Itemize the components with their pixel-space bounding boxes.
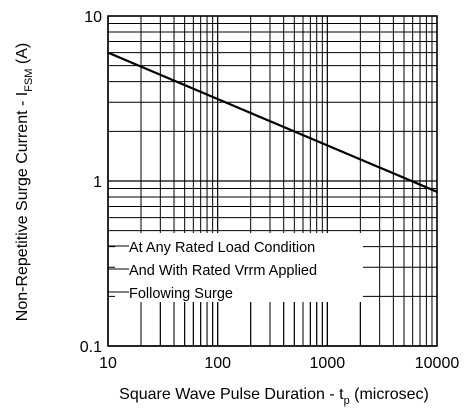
x-tick-label: 1000 — [310, 355, 346, 372]
x-tick-label: 100 — [204, 355, 231, 372]
y-tick-label: 10 — [84, 9, 102, 26]
series-line — [107, 51, 438, 193]
annotation-leader-lines — [108, 245, 361, 346]
y-axis-label-main: Non-Repetitive Surge Current - I — [14, 92, 31, 321]
annotation-box — [115, 233, 363, 302]
y-axis-label-unit: (A) — [14, 43, 31, 69]
y-axis-label: Non-Repetitive Surge Current - IFSM (A) — [14, 43, 35, 321]
x-axis-label-subscript: p — [344, 395, 350, 407]
y-axis-label-subscript: FSM — [23, 69, 35, 92]
x-tick-labels: 10 100 1000 10000 — [99, 355, 459, 372]
annotation-line-3: Following Surge — [129, 286, 233, 302]
x-tick-label: 10 — [99, 355, 117, 372]
x-axis-label-unit: (microsec) — [350, 386, 429, 403]
y-tick-label: 1 — [93, 174, 102, 191]
x-tick-label: 10000 — [415, 355, 460, 372]
y-tick-label: 0.1 — [80, 339, 102, 356]
annotation-line-2: And With Rated Vrrm Applied — [129, 263, 317, 279]
plot-frame — [107, 15, 438, 347]
x-axis-label-main: Square Wave Pulse Duration - t — [119, 386, 344, 403]
y-tick-labels: 10 1 0.1 — [80, 9, 102, 356]
x-axis-label: Square Wave Pulse Duration - tp (microse… — [119, 386, 429, 407]
annotation-line-1: At Any Rated Load Condition — [129, 240, 315, 256]
